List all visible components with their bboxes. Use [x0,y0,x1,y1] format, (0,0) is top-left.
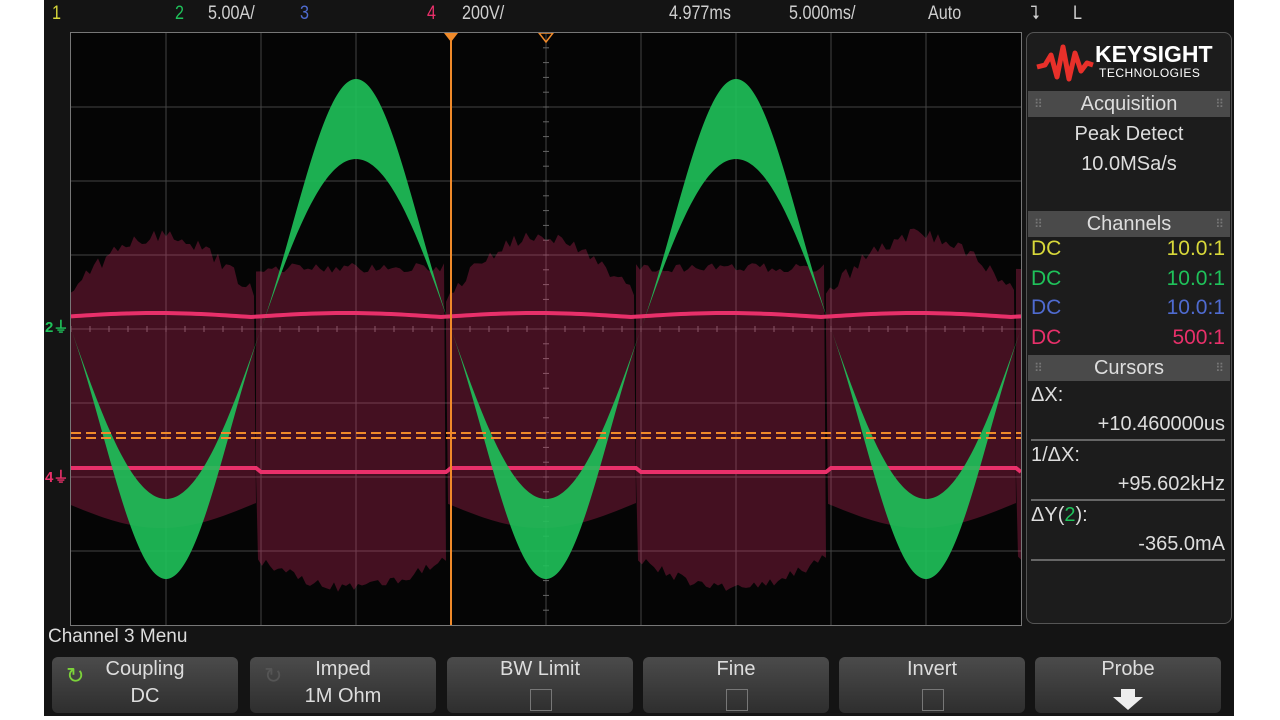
brand-sub: TECHNOLOGIES [1099,66,1200,80]
fine-softkey[interactable]: Fine [643,657,829,713]
softkey-label: Imped [250,658,436,681]
softkey-label: Coupling [52,658,238,681]
delta-y-value: -365.0mA [1031,529,1225,561]
acquisition-header[interactable]: Acquisition [1028,91,1230,117]
delta-x-label: ΔX: [1031,381,1225,409]
info-panel: KEYSIGHT TECHNOLOGIES Acquisition Peak D… [1026,32,1232,624]
invert-softkey[interactable]: Invert [839,657,1025,713]
fine-checkbox[interactable] [726,689,748,711]
ch3-indicator[interactable]: 3 [300,3,309,25]
waveform-area[interactable] [70,32,1022,626]
sample-rate: 10.0MSa/s [1027,149,1231,179]
ch2-ground-marker[interactable]: 2⏚ [45,316,68,337]
ch4-scale: 200V/ [462,3,504,25]
ch2-marker-label: 2 [45,319,53,336]
delta-x-value: +10.460000us [1031,409,1225,441]
channels-list: DC 10.0:1 DC 10.0:1 DC 10.0:1 DC 500:1 [1027,237,1231,355]
menu-title: Channel 3 Menu [48,626,187,648]
probe-ratio: 10.0:1 [1167,267,1225,297]
time-delay: 4.977ms [669,3,731,25]
ch2-scale: 5.00A/ [208,3,255,25]
trigger-mode: Auto [928,3,961,25]
ch4-ground-marker[interactable]: 4⏚ [45,466,68,487]
ch2-indicator[interactable]: 2 [175,3,184,25]
delta-y-label: ΔY(2): [1031,501,1225,529]
softkey-label: Invert [839,658,1025,681]
inverse-delta-x-value: +95.602kHz [1031,469,1225,501]
channel-markers: 2⏚ 4⏚ [44,32,70,624]
invert-checkbox[interactable] [922,689,944,711]
channel-row-3: DC 10.0:1 [1027,296,1231,326]
bw-limit-softkey[interactable]: BW Limit [447,657,633,713]
probe-softkey[interactable]: Probe [1035,657,1221,713]
ch4-indicator[interactable]: 4 [427,3,436,25]
acquisition-mode: Peak Detect [1027,119,1231,149]
coupling: DC [1031,326,1061,356]
status-bar: 1 2 5.00A/ 3 4 200V/ 4.977ms 5.000ms/ Au… [44,0,1234,28]
ch1-indicator[interactable]: 1 [52,3,61,25]
coupling: DC [1031,296,1061,326]
trigger-position-marker [444,33,458,42]
trigger-source: L [1073,3,1082,25]
softkey-label: Fine [643,658,829,681]
softkey-label: Probe [1035,658,1221,681]
softkey-label: BW Limit [447,658,633,681]
dy-channel: 2 [1064,504,1075,526]
imped-softkey[interactable]: ↻ Imped 1M Ohm [250,657,436,713]
channel-row-4: DC 500:1 [1027,326,1231,356]
channel-row-2: DC 10.0:1 [1027,267,1231,297]
ch4-marker-label: 4 [45,469,53,486]
channel-row-1: DC 10.0:1 [1027,237,1231,267]
inverse-delta-x-label: 1/ΔX: [1031,441,1225,469]
coupling: DC [1031,237,1061,267]
probe-ratio: 10.0:1 [1167,237,1225,267]
waveform-svg [71,33,1021,625]
dy-prefix: ΔY( [1031,504,1064,526]
oscilloscope-display: 1 2 5.00A/ 3 4 200V/ 4.977ms 5.000ms/ Au… [44,0,1234,716]
channels-header[interactable]: Channels [1028,211,1230,237]
keysight-logo: KEYSIGHT TECHNOLOGIES [1027,33,1231,91]
cursors-header[interactable]: Cursors [1028,355,1230,381]
probe-ratio: 10.0:1 [1167,296,1225,326]
time-scale: 5.000ms/ [789,3,855,25]
probe-ratio: 500:1 [1172,326,1225,356]
coupling-softkey[interactable]: ↻ Coupling DC [52,657,238,713]
coupling: DC [1031,267,1061,297]
trigger-slope-icon: ⮧ [1030,3,1040,25]
brand-name: KEYSIGHT [1095,41,1213,68]
softkey-value: DC [52,685,238,708]
bw-limit-checkbox[interactable] [530,689,552,711]
keysight-wave-icon [1035,43,1095,83]
arrow-down-icon [1112,689,1144,711]
dy-suffix: ): [1075,504,1087,526]
softkey-value: 1M Ohm [250,685,436,708]
cursor-readouts: ΔX: +10.460000us 1/ΔX: +95.602kHz ΔY(2):… [1027,381,1231,561]
